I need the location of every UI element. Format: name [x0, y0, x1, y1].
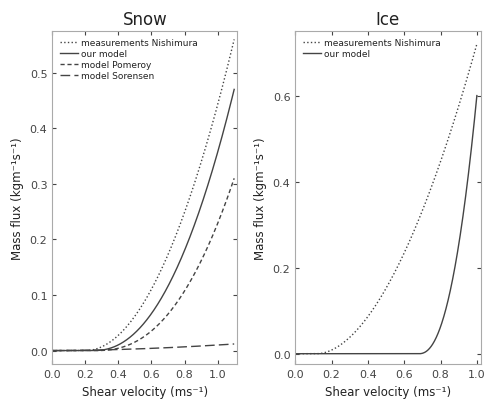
model Pomeroy: [157, 321, 163, 326]
model Sorensen: [171, 345, 177, 350]
measurements Nishimura: [132, 314, 138, 319]
Line: model Sorensen: model Sorensen: [52, 344, 234, 351]
our model: [399, 351, 405, 356]
model Sorensen: [157, 346, 163, 351]
Y-axis label: Mass flux (kgm⁻¹s⁻¹): Mass flux (kgm⁻¹s⁻¹): [11, 137, 24, 259]
Title: Ice: Ice: [376, 11, 400, 29]
our model: [186, 237, 192, 242]
measurements Nishimura: [474, 43, 480, 47]
model Sorensen: [82, 348, 87, 353]
model Pomeroy: [132, 340, 138, 345]
measurements Nishimura: [96, 346, 102, 351]
our model: [374, 351, 380, 356]
measurements Nishimura: [429, 184, 435, 189]
our model: [429, 343, 435, 348]
our model: [325, 351, 331, 356]
model Pomeroy: [186, 281, 192, 286]
Legend: measurements Nishimura, our model, model Pomeroy, model Sorensen: measurements Nishimura, our model, model…: [57, 36, 201, 83]
Y-axis label: Mass flux (kgm⁻¹s⁻¹): Mass flux (kgm⁻¹s⁻¹): [254, 137, 267, 259]
Line: measurements Nishimura: measurements Nishimura: [52, 40, 234, 351]
model Pomeroy: [82, 348, 87, 353]
X-axis label: Shear velocity (ms⁻¹): Shear velocity (ms⁻¹): [325, 385, 451, 398]
measurements Nishimura: [171, 239, 177, 244]
model Sorensen: [49, 348, 55, 353]
model Sorensen: [231, 342, 237, 346]
model Pomeroy: [171, 305, 177, 310]
our model: [231, 88, 237, 92]
our model: [414, 351, 419, 356]
model Sorensen: [132, 347, 138, 352]
Line: model Pomeroy: model Pomeroy: [52, 179, 234, 351]
X-axis label: Shear velocity (ms⁻¹): Shear velocity (ms⁻¹): [82, 385, 208, 398]
measurements Nishimura: [82, 348, 87, 353]
measurements Nishimura: [414, 223, 419, 228]
measurements Nishimura: [49, 348, 55, 353]
measurements Nishimura: [292, 351, 298, 356]
our model: [171, 273, 177, 278]
measurements Nishimura: [157, 271, 163, 276]
our model: [49, 348, 55, 353]
model Pomeroy: [49, 348, 55, 353]
Title: Snow: Snow: [122, 11, 167, 29]
measurements Nishimura: [339, 342, 345, 346]
measurements Nishimura: [399, 255, 405, 260]
measurements Nishimura: [325, 349, 331, 354]
measurements Nishimura: [374, 300, 380, 305]
measurements Nishimura: [231, 38, 237, 43]
Line: our model: our model: [295, 97, 477, 354]
model Sorensen: [96, 348, 102, 353]
Legend: measurements Nishimura, our model: measurements Nishimura, our model: [300, 36, 444, 62]
our model: [132, 331, 138, 336]
model Pomeroy: [96, 348, 102, 353]
measurements Nishimura: [186, 197, 192, 202]
model Sorensen: [186, 344, 192, 349]
our model: [82, 348, 87, 353]
Line: measurements Nishimura: measurements Nishimura: [295, 45, 477, 354]
our model: [339, 351, 345, 356]
our model: [292, 351, 298, 356]
our model: [474, 94, 480, 99]
model Pomeroy: [231, 176, 237, 181]
our model: [96, 348, 102, 353]
our model: [157, 299, 163, 304]
Line: our model: our model: [52, 90, 234, 351]
